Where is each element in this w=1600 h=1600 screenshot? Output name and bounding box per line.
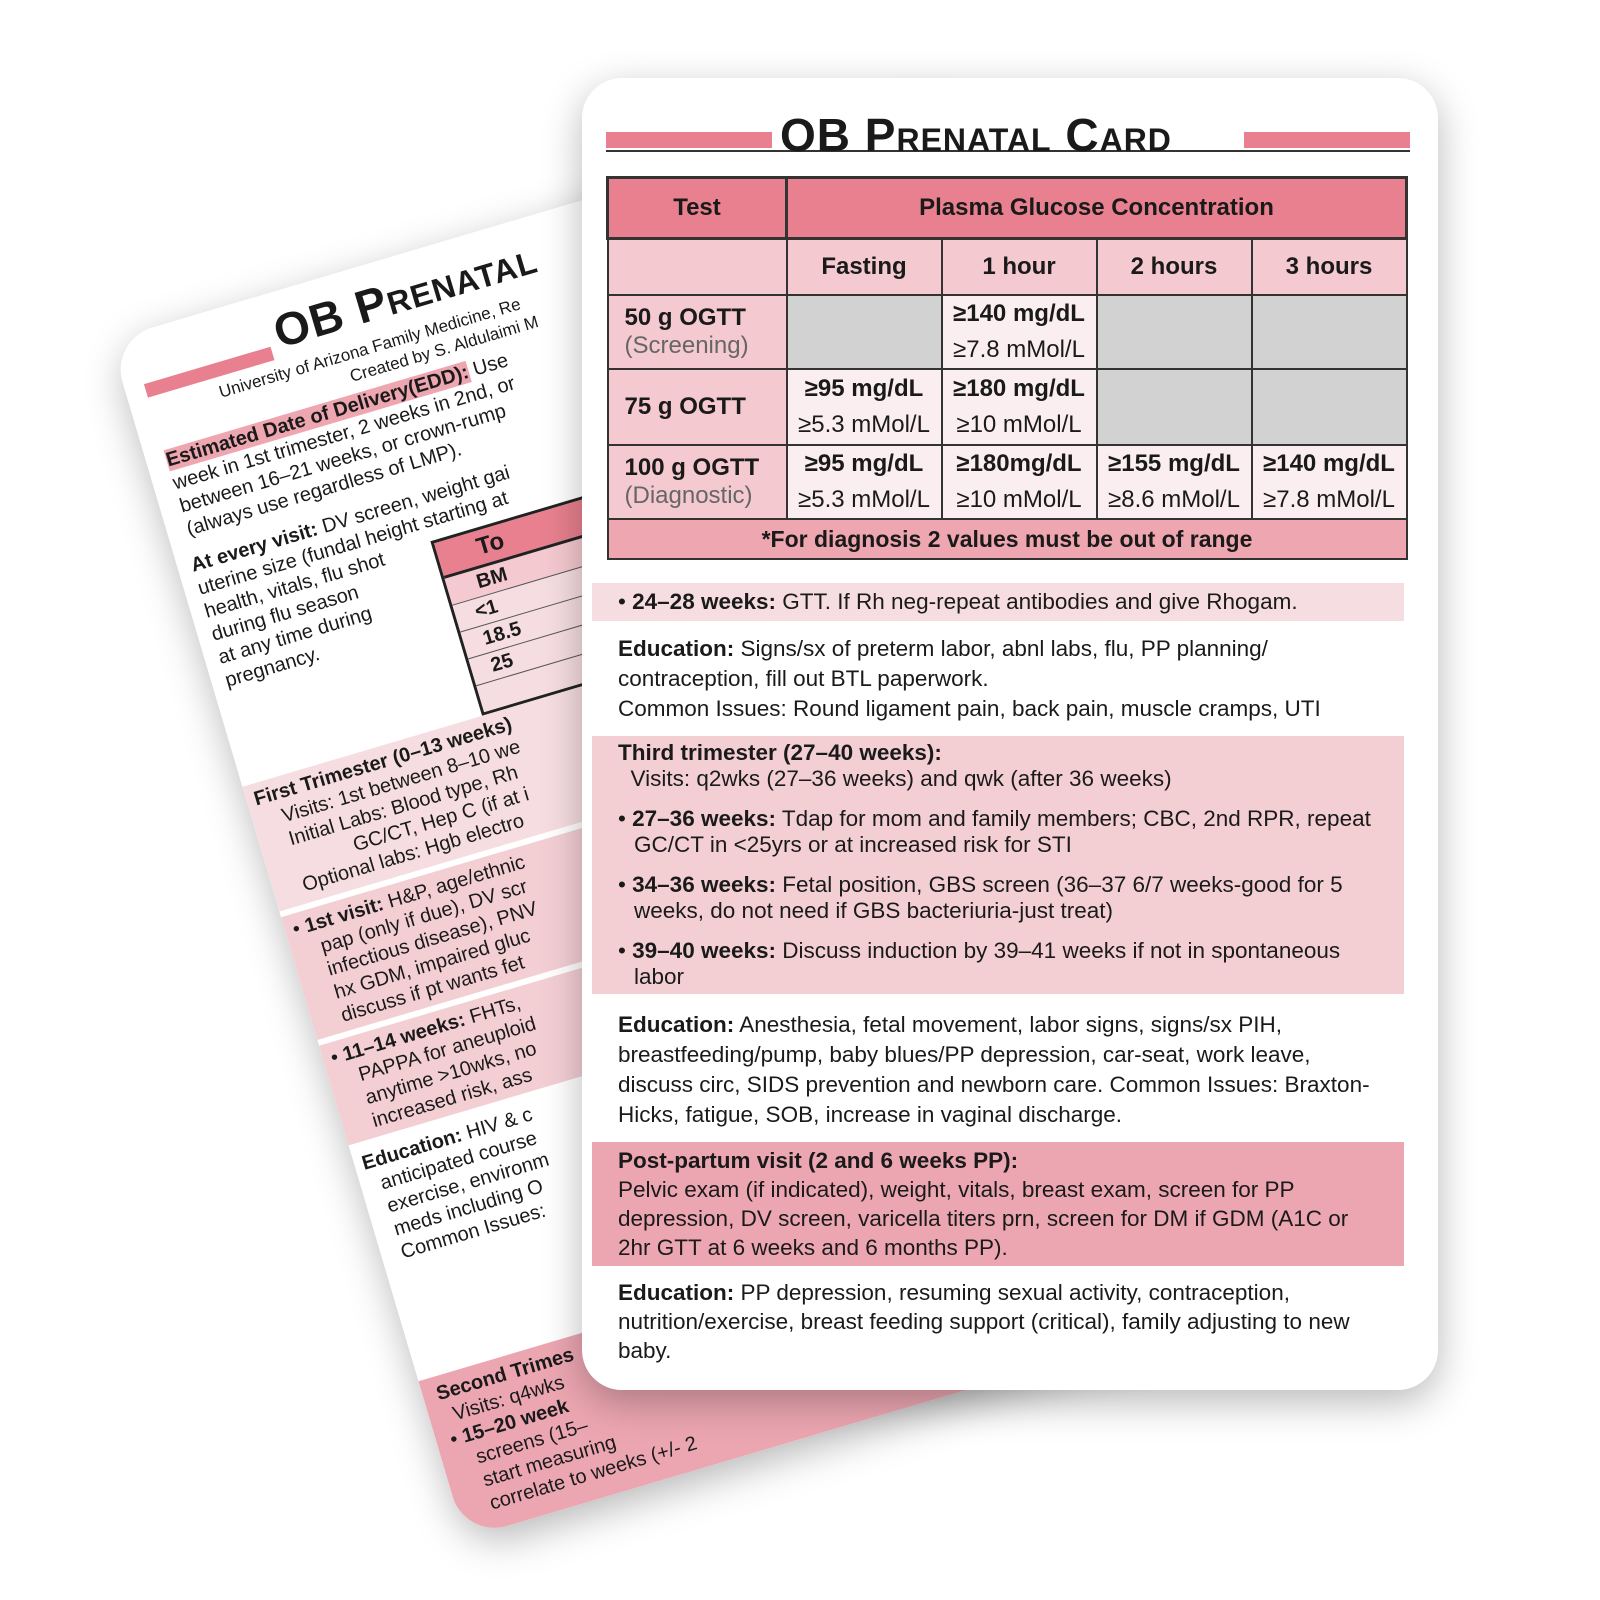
row-label: 50 g OGTT (Screening) <box>606 294 788 370</box>
col-test: Test <box>606 176 788 240</box>
col-plasma-glucose: Plasma Glucose Concentration <box>785 176 1408 240</box>
education-section-1: Education: Signs/sx of preterm labor, ab… <box>618 636 1321 721</box>
list-item: • 34–36 weeks: Fetal position, GBS scree… <box>618 872 1343 923</box>
row-label: 100 g OGTT (Diagnostic) <box>606 444 788 520</box>
table-row: 50 g OGTT (Screening) ≥140 mg/dL ≥7.8 mMol… <box>606 294 1408 370</box>
table-footnote: *For diagnosis 2 values must be out of r… <box>606 518 1408 560</box>
table-row: 75 g OGTT ≥95 mg/dL ≥5.3 mMol/L ≥180 mg/dL… <box>606 368 1408 446</box>
third-trimester-section: Third trimester (27–40 weeks): Visits: q… <box>592 736 1404 994</box>
title-rule <box>606 150 1410 152</box>
table-row: 100 g OGTT (Diagnostic) ≥95 mg/dL ≥5.3 mMo… <box>606 444 1408 520</box>
front-card-title: OB Prenatal Card <box>780 109 1172 161</box>
education-section-2: Education: Anesthesia, fetal movement, l… <box>618 1012 1370 1127</box>
list-item: • 39–40 weeks: Discuss induction by 39–4… <box>618 938 1341 989</box>
education-section-3: Education: PP depression, resuming sexua… <box>618 1280 1350 1363</box>
empty-cell <box>606 237 788 296</box>
sub-fasting: Fasting <box>785 237 943 296</box>
weeks-24-28-section: • 24–28 weeks: GTT. If Rh neg-repeat ant… <box>592 583 1404 621</box>
front-card: OB Prenatal Card Test Plasma Glucose Conc… <box>582 78 1438 1390</box>
sub-2-hours: 2 hours <box>1095 237 1253 296</box>
title-bar-left <box>606 132 772 148</box>
list-item: • 27–36 weeks: Tdap for mom and family m… <box>618 806 1371 857</box>
postpartum-section: Post-partum visit (2 and 6 weeks PP): Pel… <box>592 1142 1404 1266</box>
glucose-table: Test Plasma Glucose Concentration Fasting… <box>606 176 1408 560</box>
sub-1-hour: 1 hour <box>940 237 1098 296</box>
title-bar-right <box>1244 132 1410 148</box>
row-label: 75 g OGTT <box>606 368 788 446</box>
sub-3-hours: 3 hours <box>1250 237 1408 296</box>
